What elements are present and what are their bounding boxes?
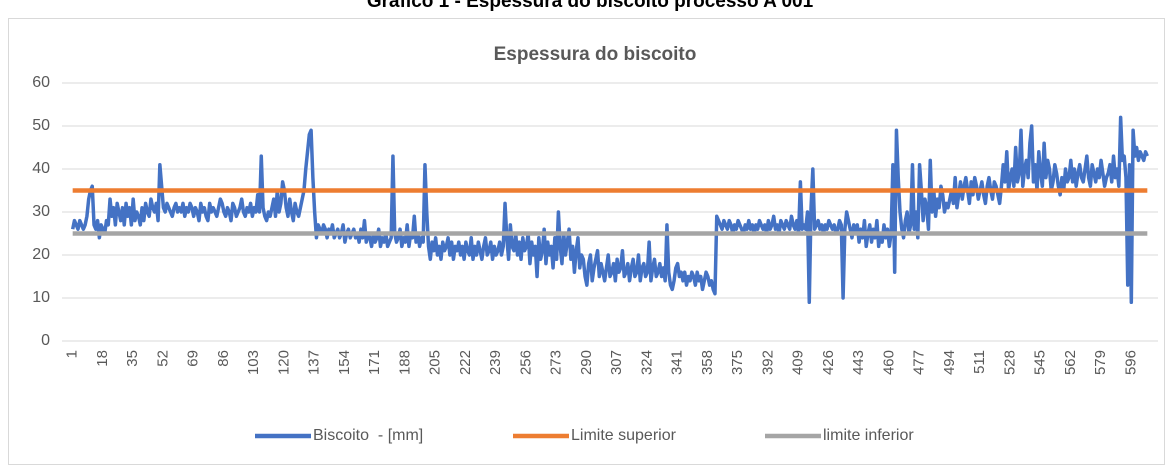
x-tick-label: 86 bbox=[215, 350, 232, 367]
x-tick-label: 358 bbox=[699, 350, 716, 375]
x-tick-label: 35 bbox=[124, 350, 141, 367]
x-tick-label: 596 bbox=[1122, 350, 1139, 375]
x-tick-label: 239 bbox=[487, 350, 504, 375]
x-tick-label: 171 bbox=[366, 350, 383, 375]
x-tick-label: 154 bbox=[336, 350, 353, 375]
x-tick-label: 137 bbox=[306, 350, 323, 375]
legend-label: Biscoito - [mm] bbox=[313, 427, 423, 444]
x-tick-label: 324 bbox=[638, 350, 655, 375]
y-tick-label: 60 bbox=[32, 74, 50, 91]
page-title: Gráfico 1 - Espessura do biscoito proces… bbox=[367, 0, 814, 12]
x-tick-label: 290 bbox=[578, 350, 595, 375]
x-tick-label: 375 bbox=[729, 350, 746, 375]
x-tick-label: 205 bbox=[427, 350, 444, 375]
x-tick-label: 18 bbox=[94, 350, 111, 367]
x-tick-label: 188 bbox=[396, 350, 413, 375]
x-tick-label: 1 bbox=[64, 350, 81, 358]
x-tick-label: 511 bbox=[971, 350, 988, 374]
chart-frame bbox=[8, 18, 1165, 465]
x-tick-label: 103 bbox=[245, 350, 262, 375]
y-tick-label: 10 bbox=[32, 289, 50, 306]
x-tick-label: 477 bbox=[911, 350, 928, 375]
x-tick-label: 120 bbox=[275, 350, 292, 375]
x-tick-label: 307 bbox=[608, 350, 625, 375]
legend-label: Limite superior bbox=[571, 427, 677, 444]
x-tick-label: 392 bbox=[759, 350, 776, 375]
data-line bbox=[70, 115, 1149, 305]
x-tick-label: 562 bbox=[1062, 350, 1079, 375]
x-tick-label: 409 bbox=[790, 350, 807, 375]
y-tick-label: 30 bbox=[32, 203, 50, 220]
x-tick-label: 545 bbox=[1032, 350, 1049, 375]
x-tick-label: 222 bbox=[457, 350, 474, 375]
x-tick-label: 443 bbox=[850, 350, 867, 375]
y-tick-label: 50 bbox=[32, 117, 50, 134]
x-tick-label: 426 bbox=[820, 350, 837, 375]
x-tick-label: 69 bbox=[185, 350, 202, 367]
x-tick-label: 256 bbox=[517, 350, 534, 375]
y-tick-label: 20 bbox=[32, 246, 50, 263]
y-tick-label: 40 bbox=[32, 160, 50, 177]
x-tick-label: 528 bbox=[1001, 350, 1018, 375]
legend-label: limite inferior bbox=[823, 427, 914, 444]
x-tick-label: 273 bbox=[548, 350, 565, 375]
x-tick-label: 494 bbox=[941, 350, 958, 375]
x-tick-label: 341 bbox=[669, 350, 686, 375]
y-tick-label: 0 bbox=[41, 332, 50, 349]
chart-title: Espessura do biscoito bbox=[494, 44, 697, 65]
x-tick-label: 460 bbox=[880, 350, 897, 375]
x-tick-label: 52 bbox=[154, 350, 171, 367]
x-tick-label: 579 bbox=[1092, 350, 1109, 375]
